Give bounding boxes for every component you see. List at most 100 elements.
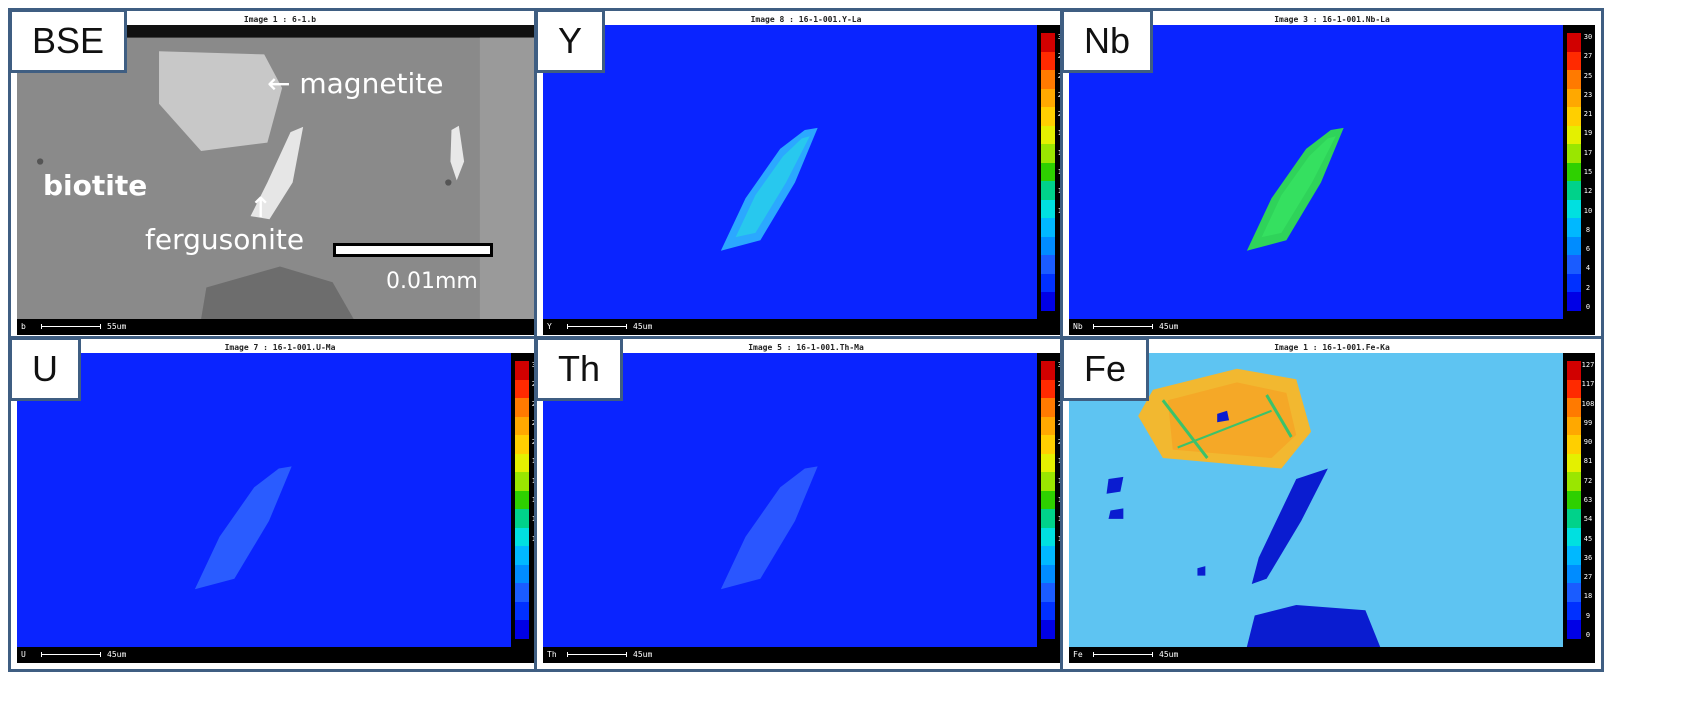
- footer: U 45um: [17, 647, 543, 663]
- footer: Nb 45um: [1069, 319, 1595, 335]
- color-scale-tick: 23: [1583, 90, 1593, 99]
- color-bar-segment: [1567, 125, 1581, 145]
- color-bar-segment: [1041, 601, 1055, 621]
- color-scale-tick: 72: [1583, 476, 1593, 485]
- color-bar-segment: [1041, 583, 1055, 602]
- annotation-biotite: biotite: [43, 169, 148, 202]
- footer-element: Nb: [1073, 322, 1083, 331]
- color-bar-segment: [1041, 292, 1055, 311]
- color-bar-segment: [1041, 509, 1055, 528]
- color-scale-ticks: 30 27 25 23 21 19 17 15 12 10 8 6 4 2 0: [1581, 33, 1595, 311]
- panel-title: Image 1 : 16-1-001.Fe-Ka: [1069, 343, 1595, 353]
- footer-scale-bar: [1093, 652, 1153, 657]
- color-bar-segment: [1567, 181, 1581, 200]
- color-bar-segment: [1567, 509, 1581, 528]
- panel-nb: Image 3 : 16-1-001.Nb-La 30 27 25 23 21 19 17 1…: [1060, 8, 1604, 344]
- color-scale-tick: 117: [1581, 380, 1595, 389]
- color-bar-segment: [1041, 125, 1055, 145]
- color-bar-segment: [1567, 273, 1581, 293]
- panel-label: Th: [535, 337, 624, 401]
- panel-title: Image 1 : 6-1.b: [17, 15, 543, 25]
- panel-label: U: [9, 337, 81, 401]
- color-bar-segment: [1567, 292, 1581, 311]
- color-scale-tick: 0: [1585, 630, 1591, 639]
- footer-element: U: [21, 650, 26, 659]
- color-bar-segment: [515, 398, 529, 417]
- color-bar-segment: [1567, 70, 1581, 89]
- color-bar-segment: [515, 601, 529, 621]
- bse-image: [17, 25, 543, 319]
- footer-scale-bar: [567, 324, 627, 329]
- color-scale-tick: 21: [1583, 110, 1593, 119]
- color-bar-segment: [1567, 255, 1581, 274]
- color-scale-tick: 54: [1583, 515, 1593, 524]
- color-bar-segment: [1041, 181, 1055, 200]
- color-bar-segment: [515, 435, 529, 454]
- color-bar-segment: [1567, 453, 1581, 473]
- u-map: [17, 353, 511, 647]
- map-frame: 127 117 108 99 90 81 72 63 54 45 36 27 18 9 0 Fe 45um: [1069, 353, 1595, 663]
- color-scale-tick: 8: [1585, 225, 1591, 234]
- panel-th: Image 5 : 16-1-001.Th-Ma 302725232119171…: [534, 336, 1078, 672]
- panel-title: Image 7 : 16-1-001.U-Ma: [17, 343, 543, 353]
- panel-title: Image 5 : 16-1-001.Th-Ma: [543, 343, 1069, 353]
- color-bar: [1567, 361, 1581, 639]
- nb-map: [1069, 25, 1563, 319]
- footer-scale-label: 45um: [107, 650, 127, 659]
- color-bar-segment: [515, 453, 529, 473]
- color-scale-tick: 81: [1583, 457, 1593, 466]
- footer-scale-label: 45um: [633, 322, 653, 331]
- color-scale-tick: 27: [1583, 573, 1593, 582]
- footer: Y 45um: [543, 319, 1069, 335]
- footer-scale-label: 45um: [633, 650, 653, 659]
- color-bar-segment: [1041, 88, 1055, 108]
- fe-map: [1069, 353, 1563, 647]
- color-bar-segment: [1041, 51, 1055, 71]
- color-bar-segment: [1567, 51, 1581, 71]
- color-bar: [1041, 361, 1055, 639]
- color-scale: 127 117 108 99 90 81 72 63 54 45 36 27 18 9 0: [1563, 353, 1595, 647]
- color-scale-tick: 9: [1585, 611, 1591, 620]
- annotation-arrow-up: ↑: [249, 191, 273, 224]
- panel-u: Image 7 : 16-1-001.U-Ma 3027252321191715…: [8, 336, 552, 672]
- color-bar-segment: [1041, 70, 1055, 89]
- panel-title: Image 3 : 16-1-001.Nb-La: [1069, 15, 1595, 25]
- color-scale-tick: 30: [1583, 33, 1593, 41]
- color-bar: [515, 361, 529, 639]
- color-scale-tick: 10: [1583, 206, 1593, 215]
- color-bar-segment: [1567, 398, 1581, 417]
- color-scale-tick: 36: [1583, 553, 1593, 562]
- color-bar-segment: [1567, 416, 1581, 436]
- footer: Fe 45um: [1069, 647, 1595, 663]
- footer-scale-label: 45um: [1159, 322, 1179, 331]
- color-bar-segment: [515, 490, 529, 510]
- color-bar-segment: [1041, 546, 1055, 565]
- color-bar-segment: [1041, 199, 1055, 219]
- panel-y: Image 8 : 16-1-001.Y-La 3027252321191715…: [534, 8, 1078, 344]
- color-bar-segment: [1567, 527, 1581, 547]
- th-map: [543, 353, 1037, 647]
- color-bar-segment: [1567, 379, 1581, 399]
- color-bar-segment: [1567, 564, 1581, 584]
- color-bar-segment: [1567, 601, 1581, 621]
- color-scale: 30 27 25 23 21 19 17 15 12 10 8 6 4 2 0: [1563, 25, 1595, 319]
- color-scale-tick: 18: [1583, 592, 1593, 601]
- color-bar-segment: [1041, 33, 1055, 52]
- footer-scale-bar: [41, 652, 101, 657]
- color-scale-tick: 25: [1583, 71, 1593, 80]
- color-bar-segment: [1567, 490, 1581, 510]
- color-scale-tick: 17: [1583, 148, 1593, 157]
- color-bar-segment: [1567, 361, 1581, 380]
- color-bar-segment: [515, 620, 529, 639]
- color-bar-segment: [515, 583, 529, 602]
- color-bar-segment: [1567, 33, 1581, 52]
- panel-label: Fe: [1061, 337, 1150, 401]
- footer-element: Fe: [1073, 650, 1083, 659]
- color-bar-segment: [515, 564, 529, 584]
- color-bar-segment: [1567, 620, 1581, 639]
- footer: b 55um: [17, 319, 543, 335]
- color-bar-segment: [515, 472, 529, 491]
- panel-title: Image 8 : 16-1-001.Y-La: [543, 15, 1069, 25]
- annotation-magnetite: ← magnetite: [267, 67, 444, 100]
